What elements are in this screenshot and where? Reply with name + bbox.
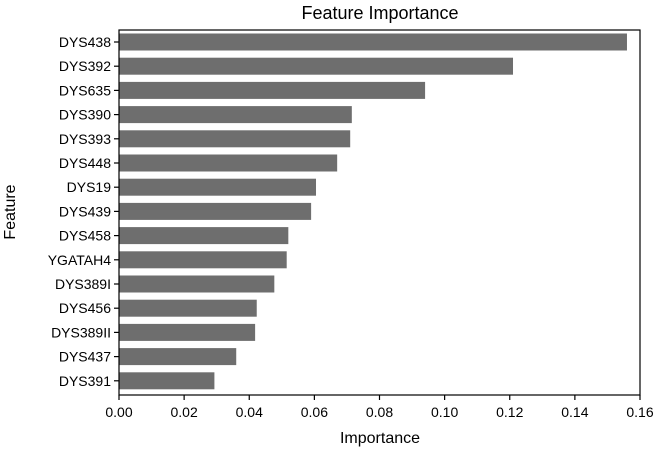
bar-ygatah4: [119, 251, 287, 269]
bar-dys19: [119, 178, 317, 196]
y-tick-label: DYS390: [59, 107, 111, 123]
bar-dys390: [119, 106, 352, 124]
x-tick-label: 0.06: [301, 404, 328, 420]
y-tick-label: DYS392: [59, 58, 111, 74]
bar-dys437: [119, 348, 237, 366]
x-tick-label: 0.12: [496, 404, 523, 420]
y-tick-label: DYS438: [59, 34, 111, 50]
bar-dys458: [119, 227, 289, 245]
x-tick-label: 0.10: [431, 404, 458, 420]
bar-dys635: [119, 81, 426, 99]
chart-title: Feature Importance: [301, 3, 458, 23]
bars-group: [119, 33, 627, 390]
bar-dys393: [119, 130, 351, 148]
y-tick-label: DYS635: [59, 82, 111, 98]
y-tick-label: DYS456: [59, 300, 111, 316]
y-ticks-group: DYS438 DYS392 DYS635 DYS390 DYS393 DYS448 DYS1…: [48, 34, 119, 389]
bar-dys438: [119, 33, 627, 51]
x-tick-label: 0.02: [171, 404, 198, 420]
y-tick-label: YGATAH4: [48, 252, 111, 268]
x-tick-label: 0.16: [626, 404, 653, 420]
bar-dys439: [119, 202, 312, 220]
y-tick-label: DYS458: [59, 228, 111, 244]
x-tick-label: 0.08: [366, 404, 393, 420]
y-tick-label: DYS389I: [55, 276, 111, 292]
y-tick-label: DYS439: [59, 203, 111, 219]
y-tick-label: DYS389II: [51, 324, 111, 340]
x-tick-label: 0.04: [236, 404, 263, 420]
bar-dys392: [119, 57, 514, 75]
bar-dys389i: [119, 275, 275, 293]
bar-dys389ii: [119, 323, 256, 341]
y-tick-label: DYS448: [59, 155, 111, 171]
y-tick-label: DYS437: [59, 349, 111, 365]
y-tick-label: DYS391: [59, 373, 111, 389]
x-tick-label: 0.00: [105, 404, 132, 420]
y-tick-label: DYS19: [67, 179, 112, 195]
bar-dys391: [119, 372, 215, 390]
x-tick-label: 0.14: [561, 404, 588, 420]
y-axis-label: Feature: [2, 184, 19, 239]
y-tick-label: DYS393: [59, 131, 111, 147]
x-ticks-group: 0.00 0.02 0.04 0.06 0.08 0.10 0.12 0.14 0.16: [105, 395, 654, 420]
bar-dys448: [119, 154, 338, 172]
x-axis-label: Importance: [340, 430, 420, 447]
bar-dys456: [119, 299, 257, 317]
